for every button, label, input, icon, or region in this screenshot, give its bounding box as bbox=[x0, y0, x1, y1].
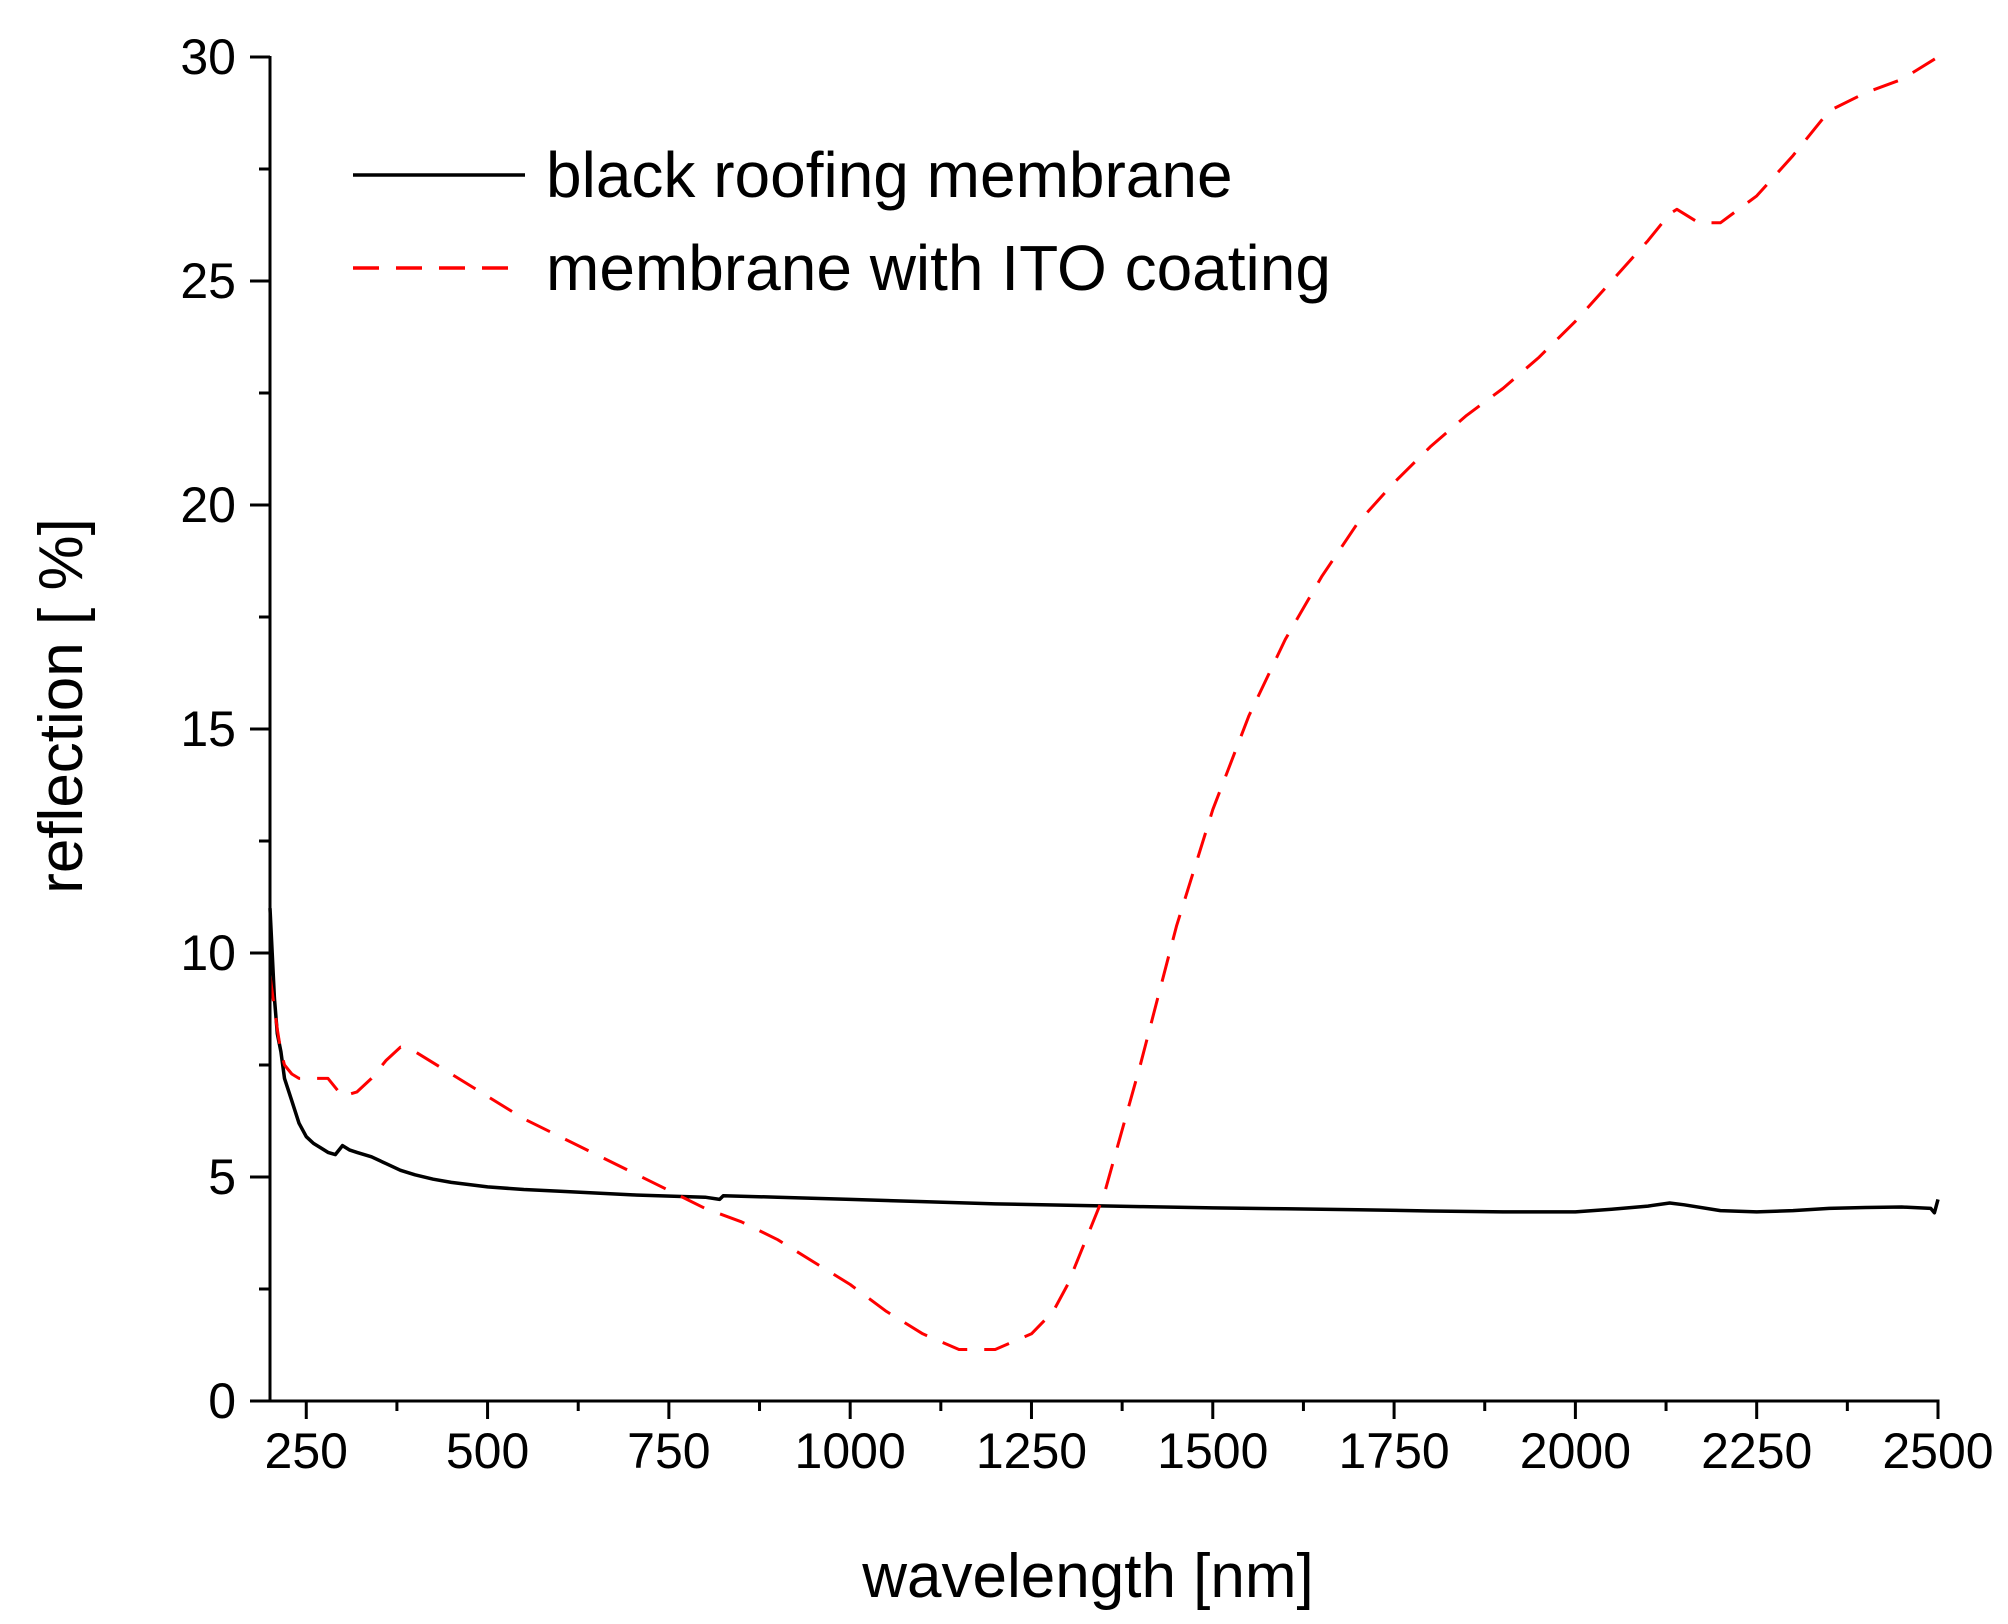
x-tick-label: 2500 bbox=[1882, 1423, 1993, 1479]
x-ticks: 250 500 750 1000 1250 1500 1750 2000 2250 2500 bbox=[265, 1401, 1994, 1479]
x-tick-label: 250 bbox=[265, 1423, 348, 1479]
x-tick-label: 1000 bbox=[795, 1423, 906, 1479]
plot-series bbox=[268, 55, 1940, 1351]
series-line-2 bbox=[268, 55, 1939, 1351]
x-tick-label: 500 bbox=[446, 1423, 529, 1479]
y-tick-label: 30 bbox=[180, 29, 236, 85]
x-tick-label: 750 bbox=[627, 1423, 710, 1479]
x-tick-label: 1750 bbox=[1338, 1423, 1449, 1479]
y-tick-label: 10 bbox=[180, 925, 236, 981]
x-tick-label: 1250 bbox=[976, 1423, 1087, 1479]
x-tick-label: 2000 bbox=[1520, 1423, 1631, 1479]
y-axis-title: reflection [ %] bbox=[27, 518, 96, 894]
y-tick-label: 25 bbox=[180, 253, 236, 309]
y-tick-label: 5 bbox=[208, 1149, 236, 1205]
x-tick-label: 2250 bbox=[1701, 1423, 1812, 1479]
y-tick-label: 15 bbox=[180, 701, 236, 757]
y-ticks: 0 5 10 15 20 25 30 bbox=[180, 29, 270, 1429]
y-tick-label: 0 bbox=[208, 1373, 236, 1429]
y-tick-label: 20 bbox=[180, 477, 236, 533]
series-line-1 bbox=[268, 908, 1940, 1215]
legend-label-2: membrane with ITO coating bbox=[546, 232, 1331, 304]
legend: black roofing membrane membrane with ITO … bbox=[353, 139, 1331, 304]
legend-label-1: black roofing membrane bbox=[546, 139, 1233, 211]
x-tick-label: 1500 bbox=[1157, 1423, 1268, 1479]
x-axis-title: wavelength [nm] bbox=[861, 1542, 1313, 1611]
